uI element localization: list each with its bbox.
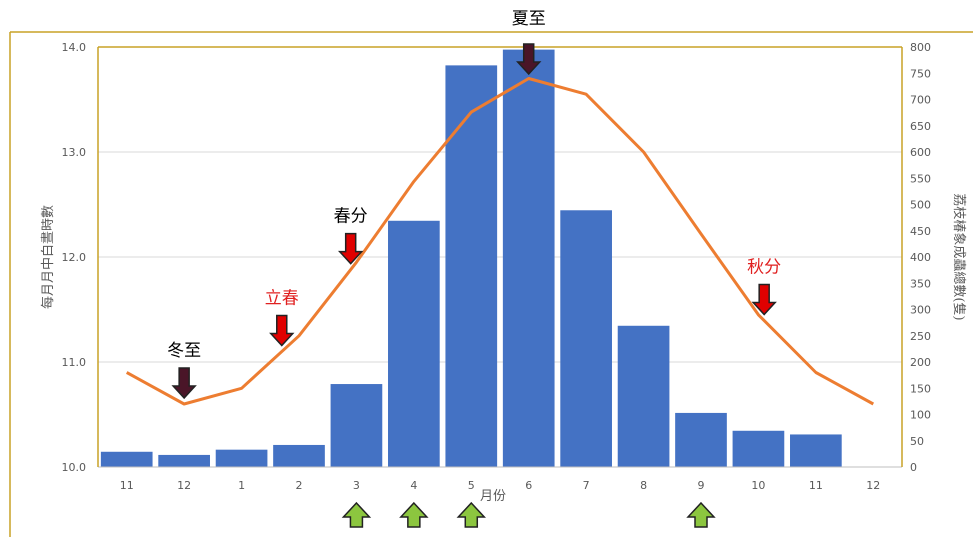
axes: 11 12 1 2 3 4 5 6 7 8 9 10 11 1210.011.012.013.014.00…: [62, 41, 932, 492]
x-tick-label: 5: [468, 479, 475, 492]
annotation-label: 立春: [265, 289, 299, 309]
y-left-axis-title: 每月月中白晝時數: [40, 205, 56, 309]
y-right-tick-label: 0: [910, 461, 917, 474]
x-tick-label: 6: [525, 479, 532, 492]
x-tick-label: 1: [238, 479, 245, 492]
y-right-axis-title: 荔枝椿象成蟲總數(隻): [951, 193, 967, 320]
y-left-tick-label: 12.0: [62, 251, 87, 264]
bar: [560, 210, 612, 467]
y-left-tick-label: 10.0: [62, 461, 87, 474]
y-right-tick-label: 150: [910, 382, 931, 395]
up-arrow-icon: [399, 501, 429, 528]
plot-frame: [9, 31, 973, 537]
y-right-tick-label: 800: [910, 41, 931, 54]
y-right-tick-label: 500: [910, 199, 931, 212]
x-tick-label: 9: [698, 479, 705, 492]
down-arrow-icon: [751, 283, 777, 316]
y-right-tick-label: 100: [910, 409, 931, 422]
y-right-tick-label: 50: [910, 435, 924, 448]
y-left-tick-label: 13.0: [62, 146, 87, 159]
bar: [675, 412, 727, 467]
x-tick-label: 12: [177, 479, 191, 492]
annotation-label: 冬至: [167, 341, 201, 361]
bar: [158, 454, 210, 467]
x-tick-label: 8: [640, 479, 647, 492]
y-right-tick-label: 200: [910, 356, 931, 369]
bar-series: [100, 49, 842, 467]
x-tick-label: 2: [296, 479, 303, 492]
up-arrow-icon: [456, 501, 487, 528]
bar: [215, 449, 268, 467]
x-tick-label: 11: [809, 479, 823, 492]
y-right-tick-label: 450: [910, 225, 931, 238]
gridlines: [98, 46, 902, 468]
bar: [273, 444, 325, 467]
down-arrow-icon: [337, 232, 364, 265]
line-series: [125, 77, 875, 406]
y-right-tick-label: 250: [910, 330, 931, 343]
x-tick-label: 12: [866, 479, 880, 492]
y-right-tick-label: 300: [910, 304, 931, 317]
bar: [617, 325, 670, 467]
y-right-tick-label: 600: [910, 146, 931, 159]
y-right-tick-label: 350: [910, 277, 931, 290]
up-arrow-icon: [341, 501, 372, 528]
y-right-tick-label: 750: [910, 67, 931, 80]
bar: [100, 451, 153, 467]
bar: [445, 65, 498, 467]
bar: [732, 430, 785, 467]
y-right-tick-label: 550: [910, 172, 931, 185]
annotation-label: 夏至: [512, 9, 546, 29]
down-arrow-icon: [171, 367, 197, 400]
up-arrow-icon: [686, 501, 716, 528]
x-axis-title: 月份: [480, 489, 506, 504]
daylight-line: [125, 77, 875, 406]
x-tick-label: 11: [120, 479, 134, 492]
y-right-tick-label: 400: [910, 251, 931, 264]
annotation-label: 春分: [334, 207, 368, 227]
bar: [330, 384, 383, 467]
down-arrow-icon: [269, 314, 295, 347]
x-tick-label: 4: [410, 479, 417, 492]
bar: [388, 220, 440, 467]
x-tick-label: 3: [353, 479, 360, 492]
bar: [502, 49, 555, 467]
y-left-tick-label: 14.0: [62, 41, 87, 54]
x-tick-label: 7: [583, 479, 590, 492]
down-arrow-icon: [516, 43, 542, 76]
bar: [790, 434, 842, 467]
y-right-tick-label: 700: [910, 94, 931, 107]
y-left-tick-label: 11.0: [62, 356, 87, 369]
annotation-label: 秋分: [747, 258, 781, 278]
y-right-tick-label: 650: [910, 120, 931, 133]
x-tick-label: 10: [751, 479, 765, 492]
